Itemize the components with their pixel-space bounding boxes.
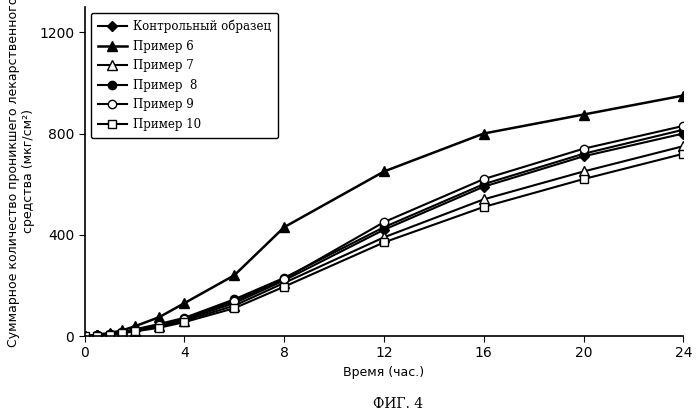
Line: Контрольный образец: Контрольный образец	[81, 130, 687, 339]
Legend: Контрольный образец, Пример 6, Пример 7, Пример  8, Пример 9, Пример 10: Контрольный образец, Пример 6, Пример 7,…	[91, 13, 278, 138]
Контрольный образец	[106, 332, 114, 337]
Контрольный образец	[679, 131, 688, 136]
Line: Пример 10: Пример 10	[80, 149, 688, 340]
Пример 10	[155, 325, 164, 330]
Контрольный образец	[93, 333, 101, 338]
Пример 7	[180, 318, 189, 323]
Пример  8	[679, 127, 688, 132]
Пример 7	[118, 330, 127, 335]
Пример  8	[180, 315, 189, 320]
Line: Пример 7: Пример 7	[80, 142, 689, 341]
Пример 6	[380, 169, 388, 174]
Пример 6	[280, 225, 289, 229]
Пример 6	[230, 273, 238, 278]
Пример 7	[155, 324, 164, 329]
Пример 9	[280, 276, 289, 281]
Пример  8	[280, 275, 289, 280]
Пример 7	[380, 235, 388, 240]
Пример 6	[80, 334, 89, 339]
Контрольный образец	[579, 154, 588, 159]
Пример 7	[93, 333, 101, 338]
Пример 10	[106, 332, 114, 337]
Пример 10	[280, 284, 289, 289]
Line: Пример  8: Пример 8	[80, 126, 688, 340]
Пример  8	[155, 321, 164, 326]
Пример 6	[106, 330, 114, 335]
Пример 9	[180, 316, 189, 321]
Пример 10	[180, 320, 189, 325]
Контрольный образец	[380, 227, 388, 232]
Пример 7	[230, 303, 238, 308]
Контрольный образец	[80, 334, 89, 339]
Пример 6	[180, 300, 189, 305]
Пример  8	[130, 327, 138, 332]
Пример 7	[130, 329, 138, 334]
Y-axis label: Суммарное количество проникшего лекарственного
средства (мкг/см²): Суммарное количество проникшего лекарств…	[7, 0, 35, 347]
Пример 9	[93, 332, 101, 337]
Text: ФИГ. 4: ФИГ. 4	[373, 397, 424, 411]
Контрольный образец	[130, 328, 138, 333]
Пример 7	[579, 169, 588, 174]
Пример 10	[679, 151, 688, 156]
Пример 7	[679, 144, 688, 149]
Пример 7	[280, 281, 289, 286]
Пример 6	[579, 112, 588, 117]
Пример 6	[93, 332, 101, 337]
Пример 9	[118, 330, 127, 335]
Пример  8	[80, 334, 89, 339]
Пример 9	[380, 220, 388, 225]
Пример 10	[480, 205, 488, 210]
Пример 9	[106, 332, 114, 337]
Контрольный образец	[180, 317, 189, 322]
Пример 6	[130, 324, 138, 329]
Пример  8	[93, 332, 101, 337]
Line: Пример 9: Пример 9	[80, 122, 688, 340]
Line: Пример 6: Пример 6	[80, 91, 689, 341]
Пример 7	[106, 332, 114, 337]
Контрольный образец	[280, 278, 289, 283]
Пример 9	[80, 334, 89, 339]
Пример 6	[480, 131, 488, 136]
Контрольный образец	[118, 330, 127, 335]
Пример  8	[579, 151, 588, 156]
Пример 7	[480, 197, 488, 202]
Пример 7	[80, 334, 89, 339]
Пример 10	[93, 333, 101, 338]
Пример  8	[480, 182, 488, 187]
Пример 6	[679, 93, 688, 98]
Пример 9	[155, 322, 164, 327]
Пример 10	[579, 177, 588, 182]
X-axis label: Время (час.): Время (час.)	[343, 366, 424, 379]
Пример 10	[380, 240, 388, 245]
Контрольный образец	[230, 300, 238, 305]
Пример 10	[80, 334, 89, 339]
Пример 10	[230, 306, 238, 311]
Контрольный образец	[480, 184, 488, 189]
Пример 9	[679, 123, 688, 128]
Пример 10	[130, 329, 138, 334]
Пример 6	[155, 315, 164, 320]
Пример 6	[118, 328, 127, 333]
Пример  8	[230, 297, 238, 302]
Пример 9	[230, 299, 238, 304]
Пример  8	[118, 330, 127, 334]
Контрольный образец	[155, 323, 164, 328]
Пример  8	[380, 225, 388, 229]
Пример 9	[579, 146, 588, 151]
Пример 9	[480, 177, 488, 182]
Пример 9	[130, 327, 138, 332]
Пример  8	[106, 331, 114, 336]
Пример 10	[118, 331, 127, 336]
